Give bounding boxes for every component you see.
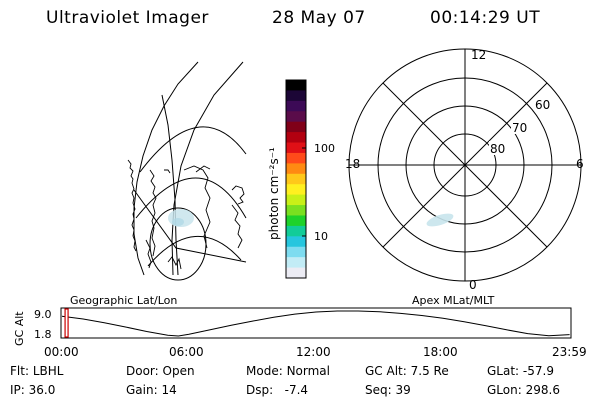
colorbar-tick-100: 100	[314, 142, 335, 155]
colorbar-tick-10: 10	[314, 230, 328, 243]
x-tick-2359: 23:59	[552, 345, 587, 359]
y-tick-1-8: 1.8	[34, 328, 52, 341]
ip-info: IP: 36.0	[10, 383, 55, 397]
colorbar-unit-label: photon cm⁻²s⁻¹	[267, 147, 281, 240]
flt-label: Flt:	[10, 364, 29, 378]
gain-label: Gain:	[126, 383, 158, 397]
dsp-value: -7.4	[284, 383, 309, 397]
map-grid-lines	[133, 61, 247, 276]
colorbar-frame	[285, 79, 307, 279]
polar-label-18: 18	[345, 157, 360, 171]
colorbar-band	[286, 163, 306, 175]
map-label: Geographic Lat/Lon	[70, 294, 177, 307]
door-value: Open	[162, 364, 195, 378]
observation-time: 00:14:29 UT	[430, 8, 541, 28]
polar-label-80: 80	[490, 142, 505, 156]
seq-value: 39	[395, 383, 411, 397]
colorbar-band	[286, 80, 306, 91]
colorbar-band	[286, 90, 306, 102]
aurora-patch-polar	[426, 213, 454, 227]
polar-label: Apex MLat/MLT	[412, 294, 495, 307]
x-tick-1800: 18:00	[423, 345, 458, 359]
flt-info: Flt: LBHL	[10, 364, 63, 378]
glon-label: GLon:	[487, 383, 522, 397]
glon-value: 298.6	[525, 383, 560, 397]
polar-label-12: 12	[471, 48, 486, 62]
instrument-title: Ultraviolet Imager	[46, 8, 209, 28]
gcalt-label: GC Alt:	[365, 364, 407, 378]
polar-plot	[348, 48, 582, 282]
observation-date: 28 May 07	[272, 8, 366, 28]
mode-info: Mode: Normal	[246, 364, 330, 378]
geographic-map	[127, 61, 247, 281]
colorbar-band	[286, 194, 306, 206]
polar-label-60: 60	[535, 98, 550, 112]
colorbar-band	[286, 267, 306, 279]
gain-value: 14	[161, 383, 177, 397]
colorbar-band	[286, 111, 306, 123]
door-label: Door:	[126, 364, 159, 378]
colorbar-band	[286, 173, 306, 185]
current-time-marker	[64, 308, 69, 338]
y-tick-9: 9.0	[34, 308, 52, 321]
glon-info: GLon: 298.6	[487, 383, 560, 397]
mode-value: Normal	[286, 364, 330, 378]
polar-diagonal-b	[382, 82, 548, 248]
seq-info: Seq: 39	[365, 383, 411, 397]
x-tick-0000: 00:00	[44, 345, 79, 359]
colorbar-band	[286, 205, 306, 216]
gcalt-value: 7.5 Re	[410, 364, 449, 378]
gcalt-info: GC Alt: 7.5 Re	[365, 364, 449, 378]
glat-label: GLat:	[487, 364, 520, 378]
flt-value: LBHL	[32, 364, 64, 378]
mode-label: Mode:	[246, 364, 283, 378]
altitude-series-line	[61, 310, 570, 337]
coastline	[127, 159, 245, 270]
x-tick-0600: 06:00	[169, 345, 204, 359]
colorbar	[285, 79, 307, 279]
polar-label-6: 6	[576, 157, 584, 171]
colorbar-band	[286, 100, 306, 112]
door-info: Door: Open	[126, 364, 195, 378]
polar-hour-labels: 12 18 6 0	[345, 48, 584, 292]
ip-label: IP:	[10, 383, 25, 397]
gain-info: Gain: 14	[126, 383, 177, 397]
altitude-chart: GC Alt 9.0 1.8 00:00 06:00 12:00 18:00 2…	[13, 307, 587, 359]
x-tick-1200: 12:00	[296, 345, 331, 359]
dsp-label: Dsp:	[246, 383, 274, 397]
aurora-patch-map-inner	[172, 218, 184, 226]
colorbar-band	[286, 132, 306, 144]
seq-label: Seq:	[365, 383, 392, 397]
ip-value: 36.0	[28, 383, 56, 397]
y-axis-label: GC Alt	[13, 311, 26, 346]
colorbar-band	[286, 225, 306, 237]
polar-label-70: 70	[512, 121, 527, 135]
polar-label-0: 0	[469, 278, 477, 292]
colorbar-band	[286, 142, 306, 154]
glat-info: GLat: -57.9	[487, 364, 554, 378]
polar-lat-labels: 60 70 80	[489, 97, 553, 156]
colorbar-band	[286, 257, 306, 269]
colorbar-band	[286, 152, 306, 164]
glat-value: -57.9	[522, 364, 554, 378]
colorbar-band	[286, 236, 306, 248]
colorbar-band	[286, 121, 306, 133]
colorbar-band	[286, 215, 306, 227]
altitude-plot-frame	[60, 307, 572, 339]
colorbar-band	[286, 184, 306, 196]
colorbar-band	[286, 246, 306, 258]
dsp-info: Dsp: -7.4	[246, 383, 308, 397]
